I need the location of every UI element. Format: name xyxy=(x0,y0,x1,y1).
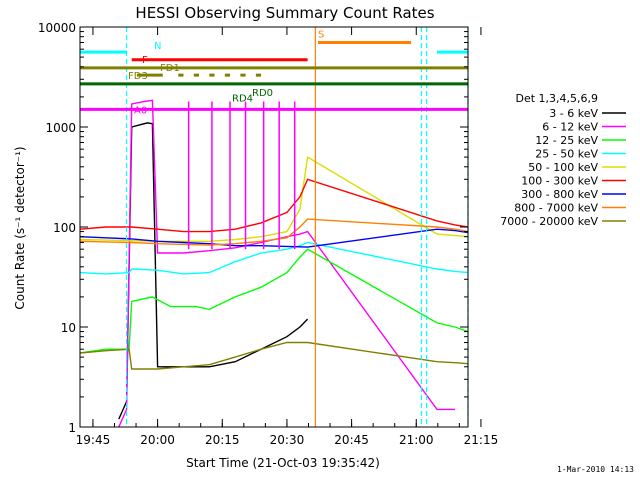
series-line-5 xyxy=(79,178,469,233)
series-line-0 xyxy=(118,122,309,420)
y-tick-label-2: 100 xyxy=(53,221,76,235)
plot-background xyxy=(80,27,468,427)
bar-label-RD4: RD4 xyxy=(232,94,253,105)
x-tick-label-0: 19:45 xyxy=(76,433,111,447)
legend-label-6: 300 - 800 keV xyxy=(521,188,598,201)
x-tick-label-1: 20:00 xyxy=(140,433,175,447)
legend-label-0: 3 - 6 keV xyxy=(549,107,598,120)
bar-label-RD0: RD0 xyxy=(252,88,273,99)
legend-label-5: 100 - 300 keV xyxy=(521,175,598,188)
legend-label-7: 800 - 7000 keV xyxy=(514,202,598,215)
x-axis-label: Start Time (21-Oct-03 19:35:42) xyxy=(186,456,380,470)
series-line-8 xyxy=(79,341,469,370)
y-axis-label: Count Rate (s⁻¹ detector⁻¹) xyxy=(13,146,27,309)
bar-label-FD3: FD3 xyxy=(128,71,148,82)
legend-label-1: 6 - 12 keV xyxy=(542,121,598,134)
bar-label-N: N xyxy=(154,41,161,52)
chart-title: HESSI Observing Summary Count Rates xyxy=(135,4,434,22)
plot-area xyxy=(80,27,468,427)
series-layer xyxy=(79,27,469,428)
x-tick-label-4: 20:45 xyxy=(334,433,369,447)
x-tick-label-3: 20:30 xyxy=(270,433,305,447)
legend-label-2: 12 - 25 keV xyxy=(535,134,598,147)
bar-label-F: F xyxy=(142,55,148,66)
axes-layer: 19:45 20:00 20:15 20:30 20:45 21:00 21:15 1 10 10… xyxy=(38,21,498,447)
y-tick-label-3: 1000 xyxy=(45,121,76,135)
series-line-7 xyxy=(79,218,469,246)
legend-title: Det 1,3,4,5,6,9 xyxy=(515,92,598,105)
x-tick-label-5: 21:00 xyxy=(399,433,434,447)
series-line-3 xyxy=(79,241,469,275)
legend-label-8: 7000 - 20000 keV xyxy=(500,215,598,228)
x-tick-label-2: 20:15 xyxy=(205,433,240,447)
legend-label-3: 25 - 50 keV xyxy=(535,148,598,161)
series-line-4 xyxy=(79,155,469,242)
timestamp-footer: 1-Mar-2010 14:13 xyxy=(556,465,634,474)
y-tick-label-1: 10 xyxy=(61,321,76,335)
series-line-2 xyxy=(79,248,469,354)
bar-label-FD1: FD1 xyxy=(160,63,180,74)
y-tick-label-4: 10000 xyxy=(38,21,76,35)
y-tick-label-0: 1 xyxy=(68,421,76,435)
series-line-1 xyxy=(118,99,456,428)
series-line-6 xyxy=(79,228,469,248)
legend-label-4: 50 - 100 keV xyxy=(528,161,598,174)
bar-label-S: S xyxy=(318,29,324,40)
x-tick-label-6: 21:15 xyxy=(464,433,499,447)
bar-label-A0: A0 xyxy=(134,105,147,116)
